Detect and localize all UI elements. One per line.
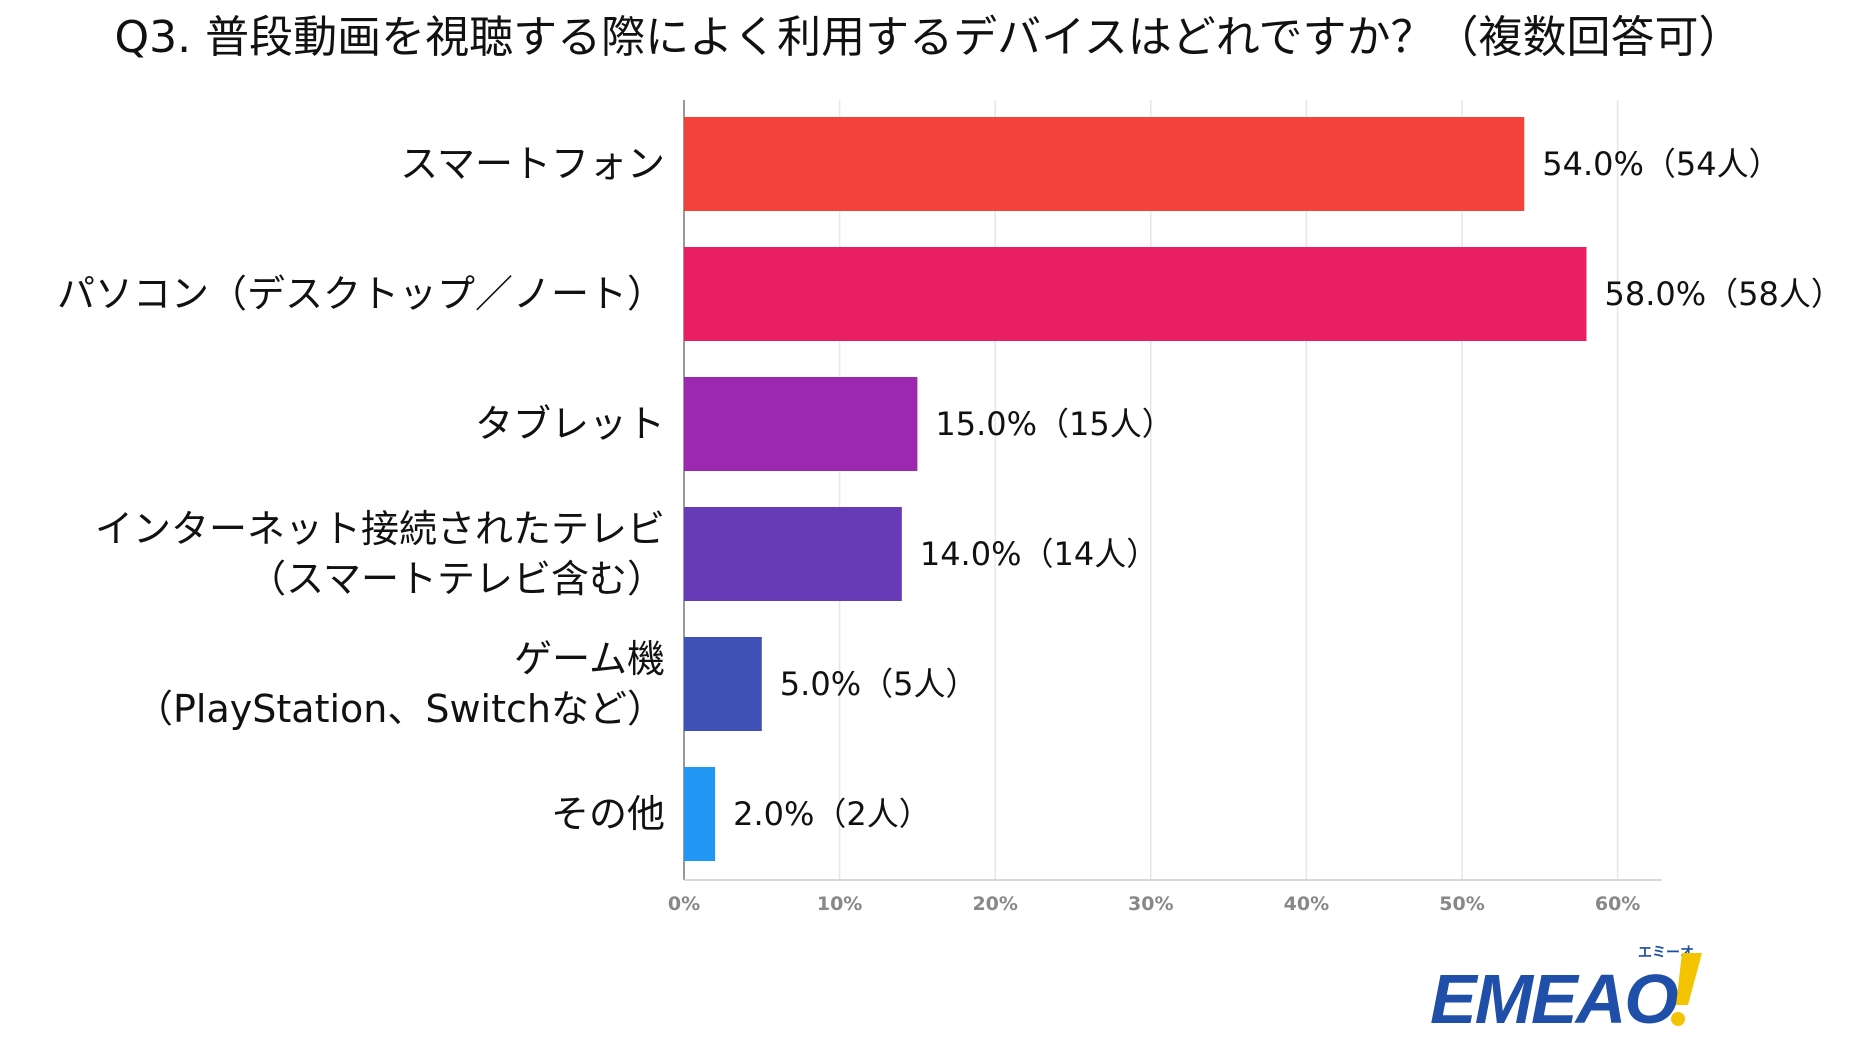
bar-value-label: 58.0%（58人） — [1604, 275, 1843, 313]
x-tick-label: 10% — [816, 893, 863, 915]
category-label: インターネット接続されたテレビ （スマートテレビ含む） — [95, 504, 665, 604]
category-label-line: パソコン（デスクトップ／ノート） — [56, 272, 665, 316]
bar-value-label: 15.0%（15人） — [935, 405, 1174, 443]
logo-exclamation — [1676, 953, 1702, 1005]
category-label: パソコン（デスクトップ／ノート） — [57, 269, 665, 319]
category-label-line: スマートフォン — [400, 142, 665, 186]
chart-title: Q3. 普段動画を視聴する際によく利用するデバイスはどれですか？（複数回答可） — [114, 12, 1743, 63]
category-label-line: （スマートテレビ含む） — [248, 557, 665, 601]
bar — [684, 117, 1525, 211]
x-tick-label: 60% — [1594, 893, 1641, 915]
x-tick-label: 50% — [1439, 893, 1485, 915]
logo-wordmark: EMEAO — [1430, 960, 1678, 1035]
category-label-line: タブレット — [474, 402, 665, 446]
category-label-line: その他 — [550, 792, 665, 836]
category-label-line: インターネット接続されたテレビ — [94, 507, 665, 551]
x-tick-label: 40% — [1283, 893, 1330, 915]
x-tick-label: 0% — [667, 893, 701, 915]
bar — [684, 767, 716, 861]
category-label: ゲーム機 （PlayStation、Switchなど） — [135, 634, 665, 734]
emeao-logo: エミーオ EMEAO — [1430, 944, 1702, 1035]
category-label-line: ゲーム機 — [514, 637, 665, 681]
category-label: その他 — [551, 789, 665, 839]
bar-value-label: 54.0%（54人） — [1542, 145, 1781, 183]
category-label: スマートフォン — [400, 139, 665, 189]
x-tick-label: 30% — [1128, 893, 1174, 915]
x-tick-label: 20% — [972, 893, 1018, 915]
bar — [684, 377, 918, 471]
category-label-line: （PlayStation、Switchなど） — [135, 687, 665, 731]
bar — [684, 507, 902, 601]
category-label: タブレット — [475, 399, 665, 449]
bar — [684, 247, 1587, 341]
logo-ruby: エミーオ — [1638, 944, 1694, 960]
bar-value-label: 14.0%（14人） — [919, 535, 1159, 573]
bar-value-label: 5.0%（5人） — [779, 665, 978, 703]
bar — [684, 637, 762, 731]
bar-value-label: 2.0%（2人） — [733, 795, 931, 833]
